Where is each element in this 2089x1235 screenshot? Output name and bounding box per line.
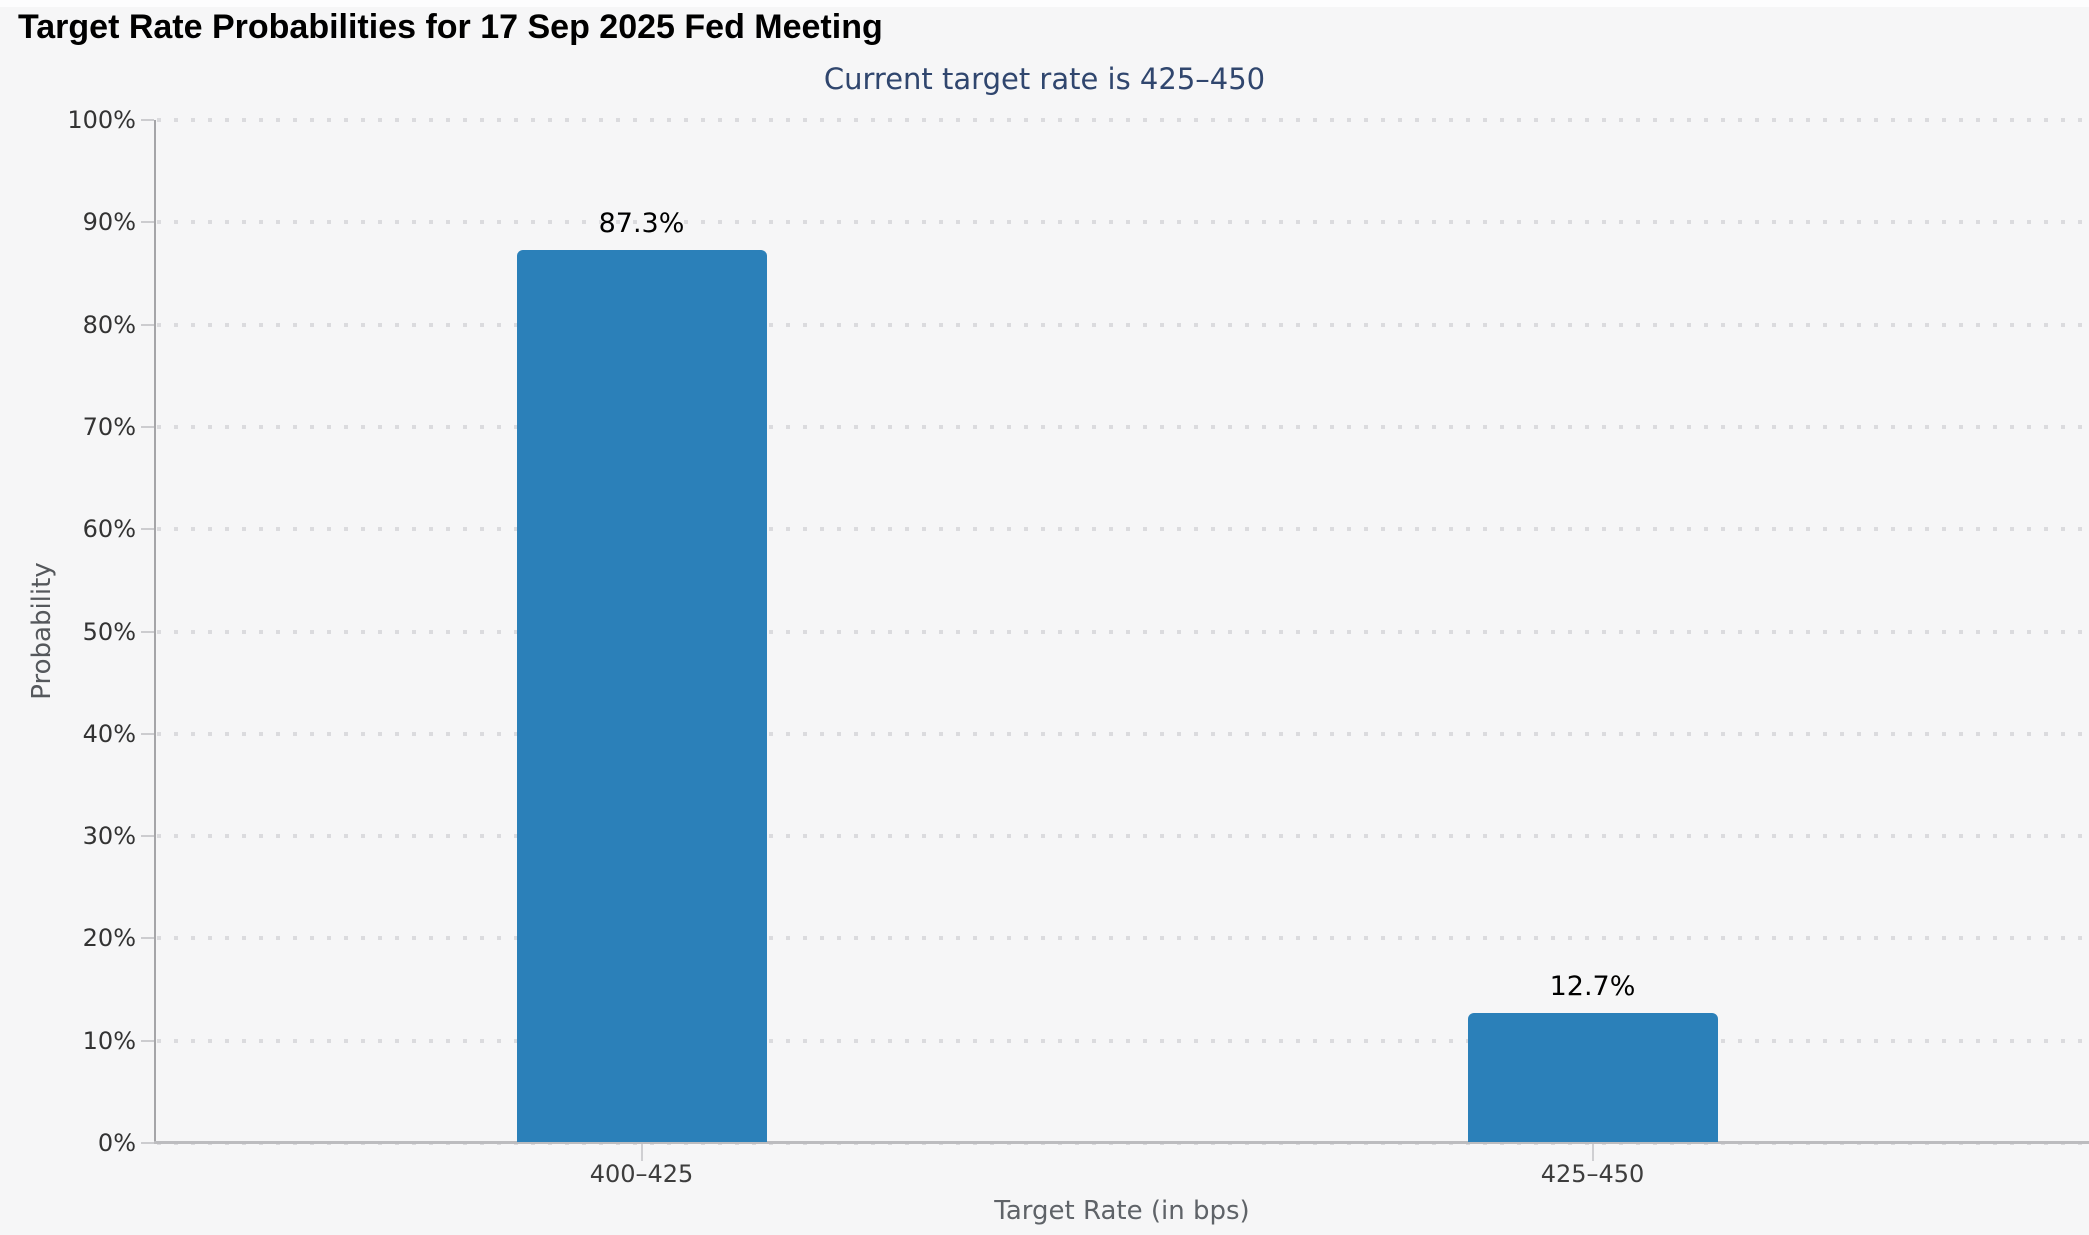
chart-title: Target Rate Probabilities for 17 Sep 202…: [18, 8, 883, 46]
y-tick-label: 10%: [82, 1026, 136, 1055]
x-axis-line: [154, 1141, 2089, 1144]
y-gridline: [157, 629, 2089, 634]
y-tick-label: 40%: [82, 719, 136, 748]
x-tick-label-400-425: 400–425: [589, 1160, 694, 1188]
top-strip: [0, 0, 2089, 7]
y-tick-label: 90%: [82, 208, 136, 237]
y-axis-tick: [141, 630, 154, 633]
chart-subtitle: Current target rate is 425–450: [823, 62, 1266, 96]
x-axis-tick-425-450: [1591, 1144, 1594, 1161]
bar-400-425[interactable]: [516, 249, 767, 1142]
y-axis-tick: [141, 732, 154, 735]
y-tick-label: 0%: [97, 1129, 136, 1157]
y-axis-line: [154, 120, 156, 1143]
x-axis-title: Target Rate (in bps): [994, 1196, 1250, 1226]
y-gridline: [157, 731, 2089, 736]
bar-value-label-425-450: 12.7%: [1549, 971, 1636, 1003]
bar-value-label-400-425: 87.3%: [598, 207, 685, 239]
y-axis-tick: [141, 1142, 154, 1144]
bar-425-450[interactable]: [1467, 1013, 1718, 1142]
y-axis-tick: [141, 323, 154, 326]
y-axis-tick: [141, 221, 154, 224]
y-gridline: [157, 424, 2089, 429]
y-axis-tick: [141, 425, 154, 428]
y-tick-label: 70%: [82, 412, 136, 441]
y-gridline: [157, 118, 2089, 122]
y-gridline: [157, 834, 2089, 839]
y-gridline: [157, 527, 2089, 532]
y-tick-label: 80%: [82, 310, 136, 339]
y-axis-tick: [141, 835, 154, 838]
x-axis-tick-400-425: [640, 1144, 643, 1161]
y-gridline: [157, 220, 2089, 225]
y-tick-label: 20%: [82, 924, 136, 953]
x-tick-label-425-450: 425–450: [1540, 1160, 1645, 1188]
y-tick-label: 30%: [82, 822, 136, 851]
y-axis-tick: [141, 119, 154, 121]
y-axis-tick: [141, 937, 154, 940]
y-gridline: [157, 936, 2089, 941]
y-axis-tick: [141, 528, 154, 531]
y-tick-label: 60%: [82, 515, 136, 544]
y-gridline: [157, 322, 2089, 327]
y-axis-tick: [141, 1039, 154, 1042]
y-gridline: [157, 1038, 2089, 1043]
y-tick-label: 100%: [67, 106, 136, 134]
y-tick-label: 50%: [82, 617, 136, 646]
